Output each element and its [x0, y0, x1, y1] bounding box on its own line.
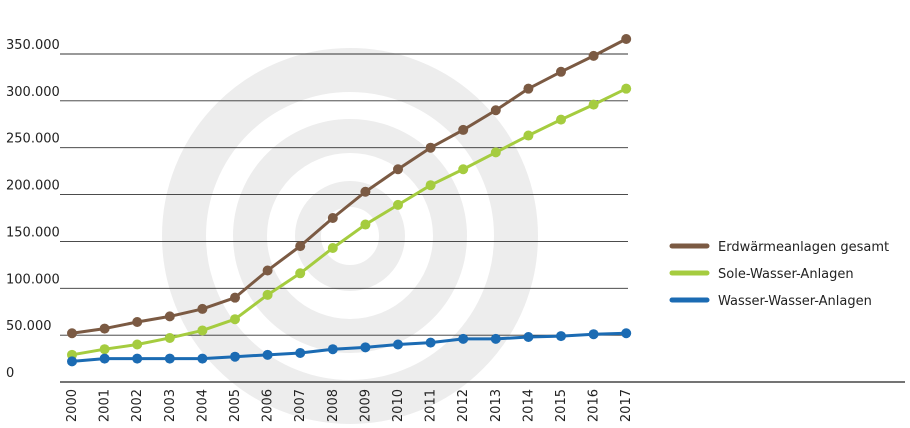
data-point	[621, 328, 632, 339]
data-point	[230, 292, 240, 303]
data-point	[327, 242, 338, 253]
x-tick-label: 2014	[521, 389, 536, 422]
data-point	[458, 164, 469, 175]
x-tick-label: 2006	[261, 389, 276, 422]
legend-label: Erdwärmeanlagen gesamt	[718, 240, 889, 255]
data-point	[67, 356, 77, 367]
data-point	[197, 325, 208, 336]
series-line	[71, 87, 627, 357]
data-point	[621, 34, 632, 45]
series-3	[67, 328, 632, 367]
data-point	[164, 353, 175, 364]
data-point	[262, 349, 273, 360]
x-tick-label: 2011	[424, 389, 439, 422]
x-tick-label: 2001	[98, 389, 113, 422]
y-tick-label: 250.000	[6, 132, 60, 147]
data-point	[556, 331, 566, 342]
data-point	[393, 199, 403, 210]
data-point	[490, 105, 501, 116]
x-tick-label: 2002	[130, 389, 145, 422]
data-point	[425, 142, 436, 153]
x-tick-label: 2007	[293, 389, 308, 422]
data-point	[327, 213, 338, 223]
x-axis: 2000 2001 2002 2003 2004 2005 2006 2007 2008 2009…	[65, 389, 634, 422]
data-point	[360, 219, 371, 230]
legend: Erdwärmeanlagen gesamt Sole-Wasser-Anlage…	[669, 240, 889, 309]
x-tick-label: 2015	[554, 389, 569, 422]
data-point	[490, 147, 501, 158]
data-point	[295, 241, 306, 252]
series-2	[67, 83, 632, 360]
data-point	[458, 124, 469, 135]
y-tick-label: 200.000	[6, 179, 60, 194]
data-point	[360, 186, 371, 197]
data-point	[132, 353, 143, 364]
data-point	[197, 353, 208, 364]
data-point	[230, 314, 240, 325]
x-tick-label: 2009	[358, 389, 373, 422]
series-line	[71, 37, 627, 335]
series-layer	[67, 34, 632, 367]
background-watermark	[162, 48, 538, 424]
data-point	[556, 66, 566, 77]
data-point	[393, 339, 403, 350]
data-point	[327, 344, 338, 355]
data-point	[262, 289, 273, 300]
data-point	[490, 333, 501, 344]
data-point	[458, 333, 469, 344]
data-point	[425, 180, 436, 191]
data-point	[132, 339, 143, 350]
data-point	[523, 83, 534, 94]
x-tick-label: 2003	[163, 389, 178, 422]
x-tick-label: 2008	[326, 389, 341, 422]
data-point	[556, 114, 566, 125]
x-tick-label: 2012	[456, 389, 471, 422]
data-point	[523, 130, 534, 141]
x-tick-label: 2016	[587, 389, 602, 422]
x-tick-label: 2013	[489, 389, 504, 422]
series-1	[67, 34, 632, 339]
y-axis: 0 50.000 100.000 150.000 200.000 250.000 300.0…	[6, 38, 60, 381]
data-point	[99, 353, 110, 364]
data-point	[67, 328, 77, 339]
data-point	[164, 332, 175, 343]
data-point	[588, 99, 599, 110]
y-tick-label: 0	[6, 366, 14, 381]
data-point	[262, 265, 273, 276]
x-tick-label: 2005	[228, 389, 243, 422]
legend-label: Sole-Wasser-Anlagen	[718, 267, 854, 282]
data-point	[99, 344, 110, 355]
data-point	[621, 83, 632, 94]
x-tick-label: 2000	[65, 389, 80, 422]
y-tick-label: 50.000	[6, 319, 52, 334]
data-point	[523, 332, 534, 343]
x-tick-label: 2010	[391, 389, 406, 422]
y-tick-label: 350.000	[6, 38, 60, 53]
x-tick-label: 2017	[619, 389, 634, 422]
x-tick-label: 2004	[195, 389, 210, 422]
data-point	[588, 50, 599, 61]
data-point	[197, 303, 208, 314]
gridlines	[60, 53, 905, 383]
data-point	[295, 268, 306, 279]
data-point	[425, 337, 436, 348]
data-point	[230, 351, 240, 362]
series-line	[71, 331, 627, 363]
y-tick-label: 100.000	[6, 272, 60, 287]
data-point	[360, 342, 371, 353]
y-tick-label: 300.000	[6, 85, 60, 100]
data-point	[588, 329, 599, 340]
data-point	[132, 317, 143, 328]
legend-label: Wasser-Wasser-Anlagen	[718, 294, 872, 309]
data-point	[164, 311, 175, 322]
data-point	[393, 164, 403, 175]
y-tick-label: 150.000	[6, 225, 60, 240]
data-point	[99, 323, 110, 334]
data-point	[295, 347, 306, 358]
